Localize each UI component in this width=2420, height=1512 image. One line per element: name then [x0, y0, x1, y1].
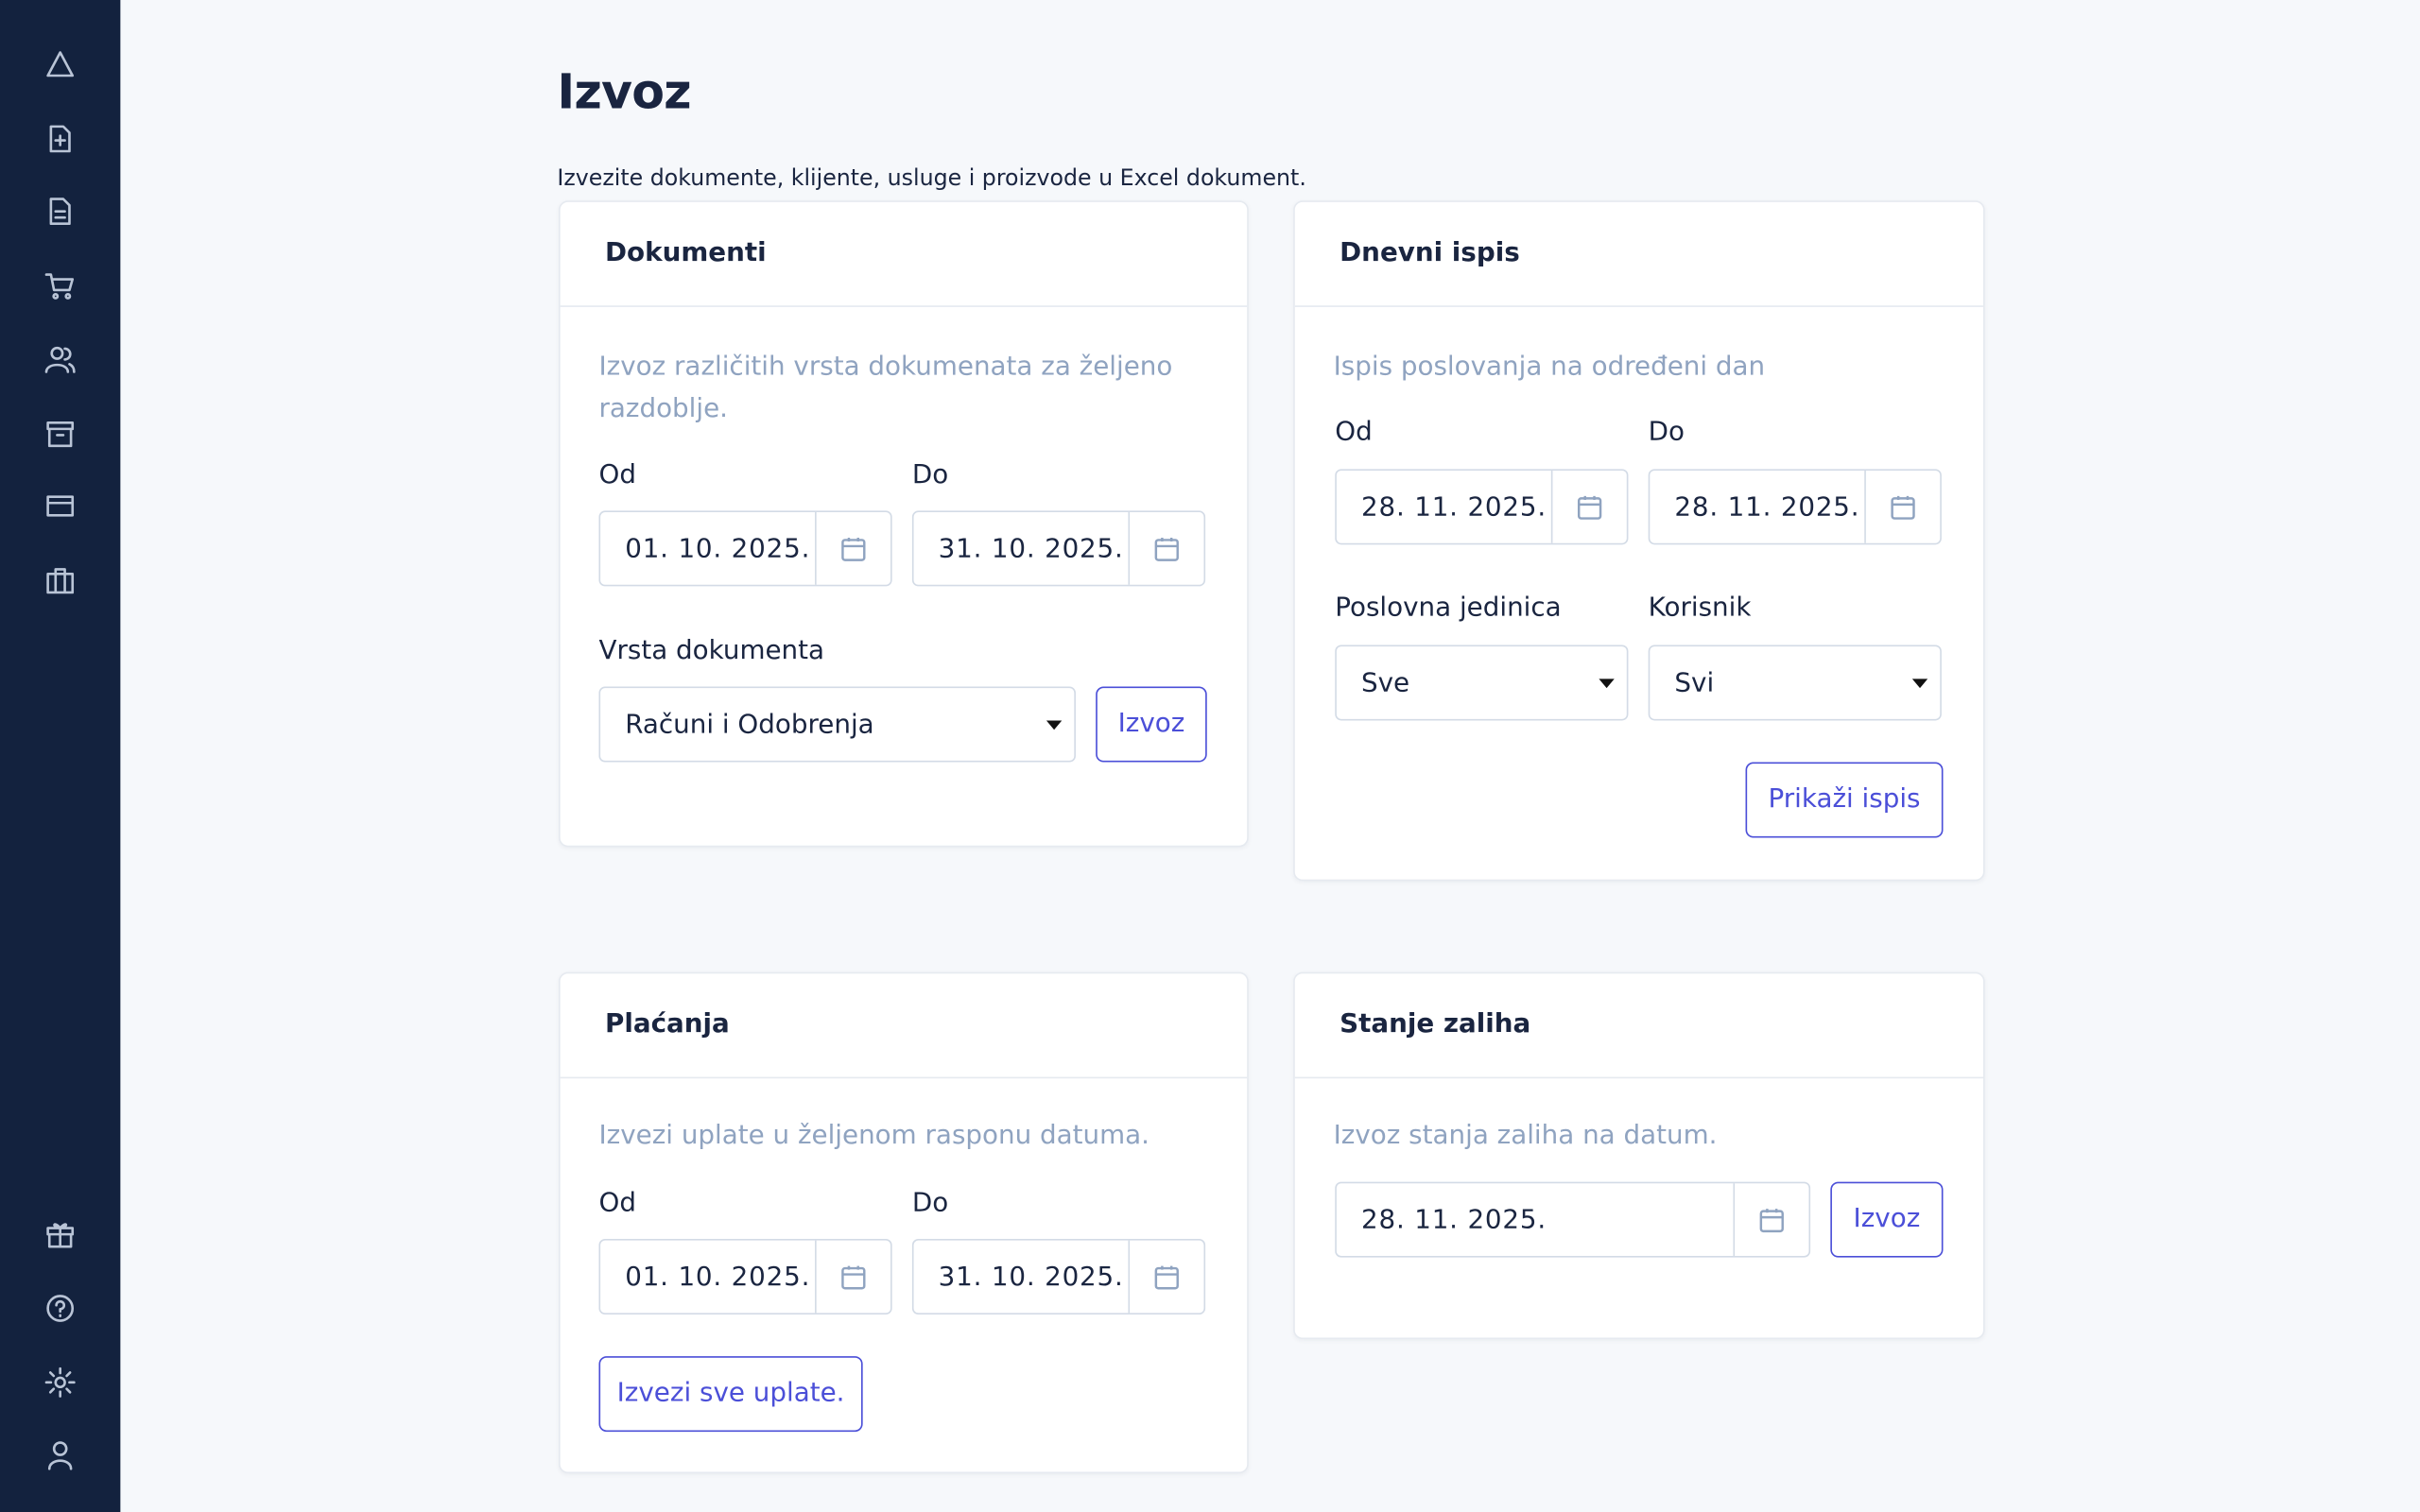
nav-icon[interactable] [44, 1366, 76, 1399]
card: Plaćanja Izvezi uplate u željenom raspon… [559, 971, 1249, 1474]
date-input[interactable]: 01. 10. 2025. [598, 1239, 892, 1315]
card-description: Izvoz stanja zaliha na datum. [1333, 1120, 1718, 1151]
card-description: Izvezi uplate u željenom rasponu datuma. [598, 1120, 1150, 1151]
card-title: Stanje zaliha [1340, 1008, 1531, 1040]
field-label: Poslovna jedinica [1335, 592, 1562, 624]
date-input[interactable]: 31. 10. 2025. [911, 1239, 1206, 1315]
nav-icon[interactable] [44, 418, 76, 449]
export-button[interactable]: Izvoz [1096, 686, 1207, 763]
calendar-button[interactable] [815, 1240, 890, 1314]
nav-icon[interactable] [44, 1219, 76, 1250]
card-title: Dnevni ispis [1340, 237, 1520, 269]
date-value: 01. 10. 2025. [625, 533, 811, 565]
field-label: Vrsta dokumenta [598, 635, 825, 667]
select-value: Sve [1360, 667, 1410, 699]
caret [1599, 679, 1615, 689]
select[interactable]: Sve [1335, 644, 1629, 721]
calendar-icon [1154, 1265, 1179, 1290]
calendar-button[interactable] [1733, 1183, 1808, 1256]
field-label: Od [1335, 416, 1373, 448]
nav-icon[interactable] [44, 344, 76, 375]
export-payments-button[interactable]: Izvezi sve uplate. [598, 1356, 863, 1433]
field-label: Do [1648, 416, 1685, 448]
date-value: 31. 10. 2025. [938, 1262, 1124, 1294]
calendar-icon [1891, 495, 1915, 520]
calendar-button[interactable] [1550, 470, 1627, 543]
calendar-icon [841, 1265, 866, 1290]
date-value: 28. 11. 2025. [1360, 491, 1547, 524]
card-header: Plaćanja [560, 973, 1248, 1079]
date-value: 31. 10. 2025. [938, 533, 1124, 565]
date-input[interactable]: 01. 10. 2025. [598, 510, 892, 587]
calendar-button[interactable] [1128, 1240, 1203, 1314]
show-report-button[interactable]: Prikaži ispis [1745, 762, 1944, 838]
date-value: 01. 10. 2025. [625, 1262, 811, 1294]
date-input[interactable]: 31. 10. 2025. [911, 510, 1206, 587]
card-title: Plaćanja [604, 1008, 730, 1040]
field-label: Do [911, 459, 949, 491]
card: Dnevni ispis Ispis poslovanja na određen… [1293, 200, 1985, 882]
nav-icon[interactable] [44, 1293, 76, 1324]
calendar-button[interactable] [815, 512, 890, 585]
date-input[interactable]: 28. 11. 2025. [1648, 469, 1942, 545]
sidebar [0, 0, 121, 1512]
nav-icon[interactable] [44, 124, 76, 155]
calendar-icon [1154, 537, 1179, 561]
calendar-button[interactable] [1128, 512, 1203, 585]
nav-icon[interactable] [44, 1439, 76, 1470]
calendar-icon [1759, 1209, 1784, 1233]
select-value: Računi i Odobrenja [625, 710, 874, 741]
card-header: Dokumenti [560, 202, 1248, 307]
nav-icon[interactable] [44, 490, 76, 522]
caret [1046, 720, 1063, 730]
field-label: Korisnik [1648, 592, 1752, 624]
calendar-button[interactable] [1864, 470, 1940, 543]
page-title: Izvoz [557, 64, 691, 121]
page-description: Izvezite dokumente, klijente, usluge i p… [557, 166, 1306, 192]
card-description: Izvoz različitih vrsta dokumenata za žel… [598, 352, 1173, 424]
nav-icon[interactable] [44, 270, 76, 301]
nav-icon[interactable] [44, 196, 76, 227]
card: Stanje zaliha Izvoz stanja zaliha na dat… [1293, 971, 1985, 1340]
select[interactable]: Računi i Odobrenja [598, 686, 1076, 763]
card-description: Ispis poslovanja na određeni dan [1333, 352, 1766, 383]
date-value: 28. 11. 2025. [1360, 1205, 1547, 1236]
card: Dokumenti Izvoz različitih vrsta dokumen… [559, 200, 1249, 848]
select-value: Svi [1674, 667, 1715, 699]
export-button[interactable]: Izvoz [1830, 1181, 1944, 1258]
nav-icon[interactable] [44, 565, 76, 596]
date-value: 28. 11. 2025. [1674, 491, 1860, 524]
field-label: Do [911, 1188, 949, 1219]
field-label: Od [598, 1188, 636, 1219]
date-input[interactable]: 28. 11. 2025. [1335, 469, 1629, 545]
nav-icon[interactable] [44, 49, 76, 80]
select[interactable]: Svi [1648, 644, 1942, 721]
field-label: Od [598, 459, 636, 491]
caret [1911, 679, 1928, 689]
calendar-icon [1577, 495, 1602, 520]
card-header: Stanje zaliha [1294, 973, 1983, 1079]
card-header: Dnevni ispis [1294, 202, 1983, 307]
date-input[interactable]: 28. 11. 2025. [1335, 1181, 1811, 1258]
calendar-icon [841, 537, 866, 561]
card-title: Dokumenti [604, 237, 767, 269]
